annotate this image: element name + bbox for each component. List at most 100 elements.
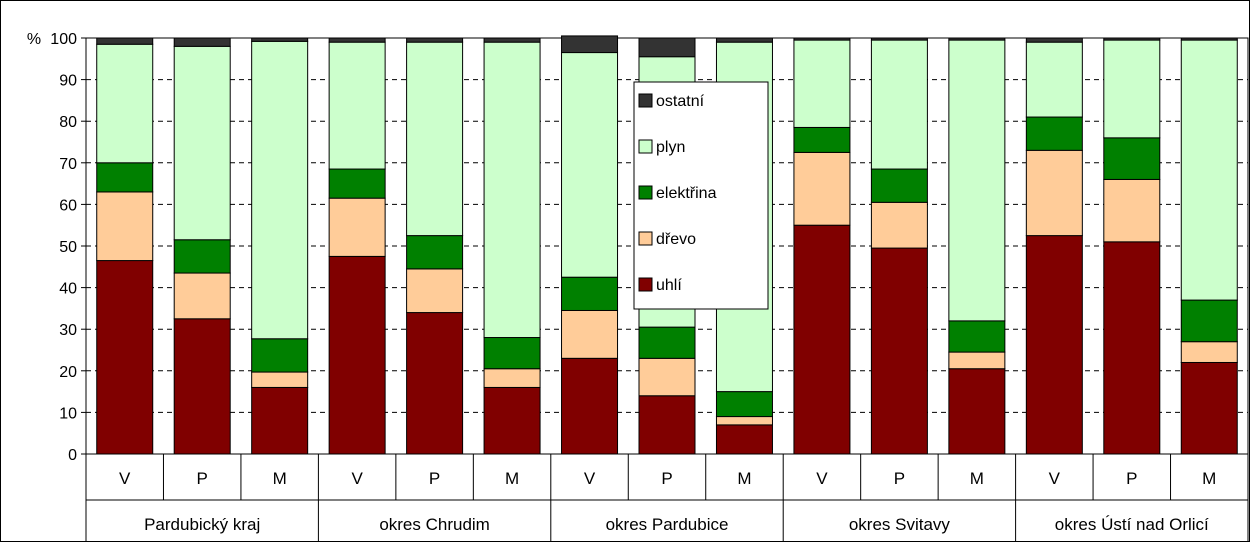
bar-segment <box>406 235 464 270</box>
bar-segment <box>406 37 464 43</box>
x-axis: V P M V P M V P M V P M V P M Pardubický kraj okres Chru… <box>85 454 1249 542</box>
group-label: okres Ústí nad Orlicí <box>1055 515 1209 534</box>
bar-segment <box>483 386 541 455</box>
bar-segment <box>561 276 619 311</box>
x-tick-label: M <box>273 469 287 488</box>
x-tick-label: V <box>119 469 131 488</box>
legend: ostatní plyn elektřina dřevo uhlí <box>633 81 769 310</box>
legend-label: elektřina <box>656 185 717 202</box>
bar-segment <box>96 43 154 164</box>
bar-segment <box>870 201 928 249</box>
bar-segment <box>1025 41 1083 118</box>
bar-segment <box>715 416 773 426</box>
bar-segment <box>638 326 696 359</box>
legend-swatch <box>638 139 653 154</box>
bar-segment <box>793 39 851 128</box>
group-label: okres Chrudim <box>379 515 490 534</box>
bar-segment <box>1180 299 1238 343</box>
group-label: okres Svitavy <box>849 515 951 534</box>
bar-segment <box>1025 116 1083 151</box>
bar-segment <box>715 391 773 418</box>
y-tick-label: 0 <box>68 447 77 464</box>
y-tick-label: 70 <box>59 156 77 173</box>
bar-segment <box>328 41 386 170</box>
bar-segment <box>1180 361 1238 455</box>
bar-segment <box>948 37 1006 41</box>
bar-segment <box>483 368 541 388</box>
legend-swatch <box>638 231 653 246</box>
bar-segment <box>483 41 541 339</box>
bar-segment <box>793 126 851 153</box>
y-tick-label: 90 <box>59 73 77 90</box>
bar-segment <box>406 41 464 237</box>
bar-segment <box>328 255 386 455</box>
bar-segment <box>406 268 464 314</box>
bar-segment <box>251 338 309 373</box>
bar-segment <box>870 168 928 203</box>
x-tick-label: M <box>737 469 751 488</box>
legend-swatch <box>638 185 653 200</box>
x-tick-label: P <box>894 469 905 488</box>
legend-swatch <box>638 277 653 292</box>
bar-segment <box>251 37 309 42</box>
y-tick-label: 60 <box>59 197 77 214</box>
x-tick-label: V <box>584 469 596 488</box>
bar-segment <box>715 424 773 455</box>
bar-segment <box>948 320 1006 353</box>
bar-segment <box>561 52 619 278</box>
bar-segment <box>328 168 386 199</box>
y-tick-label: 40 <box>59 281 77 298</box>
bar-segment <box>406 312 464 455</box>
y-tick-label: 10 <box>59 405 77 422</box>
bar-segment <box>1103 178 1161 243</box>
x-tick-label: P <box>1126 469 1137 488</box>
y-tick-label: 20 <box>59 364 77 381</box>
bar-segment <box>870 247 928 455</box>
x-tick-label: V <box>351 469 363 488</box>
y-tick-label: 50 <box>59 239 77 256</box>
bar-segment <box>483 337 541 370</box>
group-label: Pardubický kraj <box>144 515 260 534</box>
bar-segment <box>96 37 154 45</box>
bar-segment <box>1103 37 1161 41</box>
bar-segment <box>1103 241 1161 455</box>
legend-swatch <box>638 93 653 108</box>
y-tick-label: 80 <box>59 114 77 131</box>
x-tick-label: M <box>1202 469 1216 488</box>
bar-segment <box>638 395 696 455</box>
bar-segment <box>638 357 696 397</box>
x-tick-label: V <box>816 469 828 488</box>
bar-segment <box>96 191 154 262</box>
bar-segment <box>1025 149 1083 237</box>
bar-segment <box>328 37 386 43</box>
bar-segment <box>870 39 928 170</box>
bar-segment <box>638 37 696 58</box>
bar-segment <box>96 162 154 193</box>
legend-label: plyn <box>656 139 685 156</box>
bar-segment <box>561 357 619 455</box>
bar-segment <box>173 318 231 455</box>
bar-segment <box>948 351 1006 370</box>
bar-segment <box>793 224 851 455</box>
bar-segment <box>715 37 773 43</box>
legend-label: ostatní <box>656 93 705 110</box>
x-tick-label: P <box>429 469 440 488</box>
bar-segment <box>251 40 309 340</box>
bar-segment <box>870 37 928 41</box>
bar-segment <box>96 260 154 455</box>
bar-segment <box>948 368 1006 455</box>
bar-segment <box>483 37 541 43</box>
bar-segment <box>173 37 231 47</box>
bar-segment <box>793 151 851 226</box>
bar-segment <box>328 197 386 257</box>
x-tick-label: M <box>970 469 984 488</box>
bar-segment <box>1103 137 1161 180</box>
bar-segment <box>1180 37 1238 41</box>
bar-segment <box>173 239 231 274</box>
bar-segment <box>1180 39 1238 301</box>
bar-segment <box>561 35 619 54</box>
bar-segment <box>173 272 231 320</box>
y-axis-label: % <box>27 31 41 48</box>
x-tick-label: P <box>661 469 672 488</box>
